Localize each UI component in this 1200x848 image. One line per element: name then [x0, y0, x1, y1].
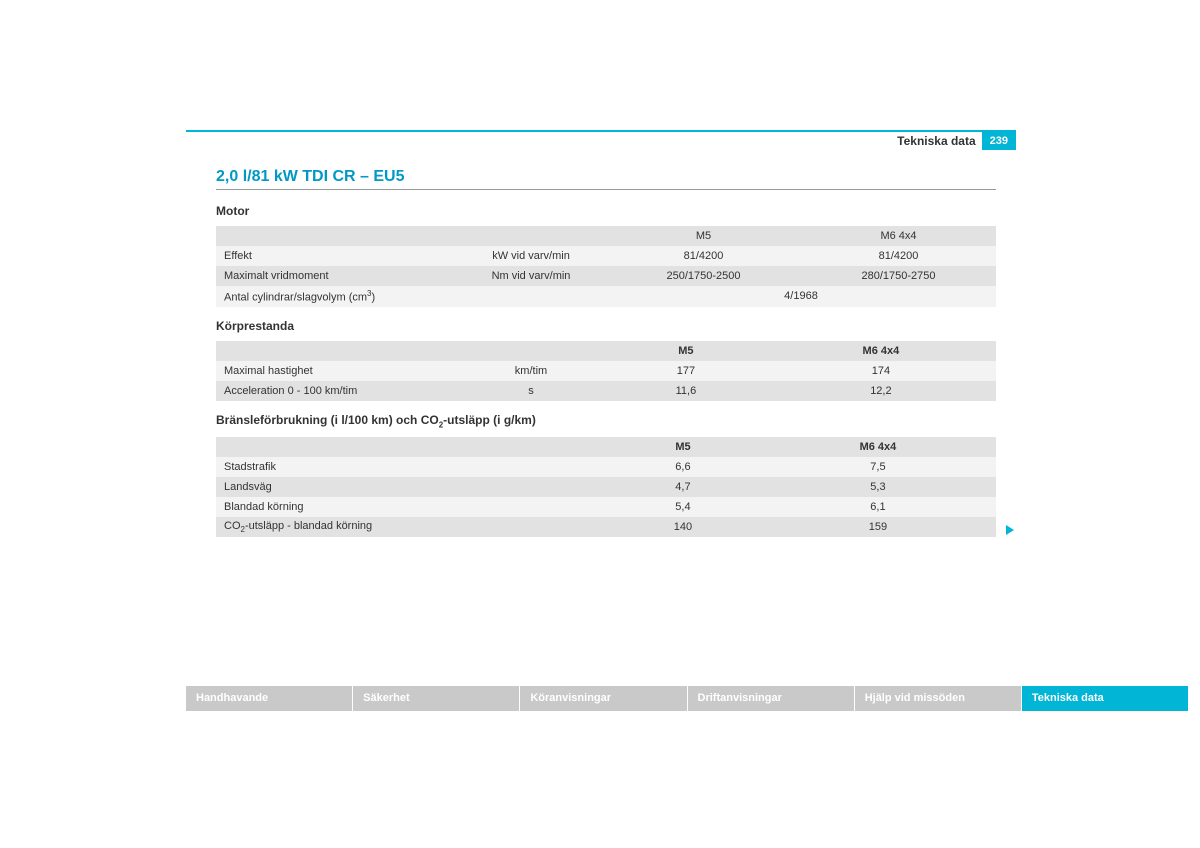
table-row: Maximalt vridmoment Nm vid varv/min 250/… — [216, 266, 996, 286]
table-row: Stadstrafik 6,6 7,5 — [216, 457, 996, 477]
next-page-icon[interactable] — [1006, 525, 1014, 535]
footer-tabs: Handhavande Säkerhet Köranvisningar Drif… — [186, 686, 1188, 711]
page-number: 239 — [982, 132, 1016, 150]
page-header: Tekniska data 239 — [186, 130, 1016, 150]
col-m5: M5 — [606, 341, 766, 361]
motor-title: Motor — [216, 204, 996, 218]
engine-heading: 2,0 l/81 kW TDI CR – EU5 — [216, 168, 996, 190]
tab-sakerhet[interactable]: Säkerhet — [353, 686, 519, 711]
table-row: Maximal hastighet km/tim 177 174 — [216, 361, 996, 381]
motor-table: M5 M6 4x4 Effekt kW vid varv/min 81/4200… — [216, 226, 996, 307]
bransle-table: M5 M6 4x4 Stadstrafik 6,6 7,5 Landsväg 4… — [216, 437, 996, 537]
table-row: Landsväg 4,7 5,3 — [216, 477, 996, 497]
tab-hjalp[interactable]: Hjälp vid missöden — [855, 686, 1021, 711]
table-row: Acceleration 0 - 100 km/tim s 11,6 12,2 — [216, 381, 996, 401]
cylinders-label: Antal cylindrar/slagvolym (cm3) — [216, 286, 456, 307]
col-m6: M6 4x4 — [760, 437, 996, 457]
tab-tekniska-data[interactable]: Tekniska data — [1022, 686, 1188, 711]
table-row: CO2-utsläpp - blandad körning 140 159 — [216, 517, 996, 537]
col-m5: M5 — [606, 226, 801, 246]
section-title: Tekniska data — [897, 134, 975, 148]
tab-driftanvisningar[interactable]: Driftanvisningar — [688, 686, 854, 711]
col-m6: M6 4x4 — [801, 226, 996, 246]
tab-koranvisningar[interactable]: Köranvisningar — [520, 686, 686, 711]
korprestanda-table: M5 M6 4x4 Maximal hastighet km/tim 177 1… — [216, 341, 996, 401]
bransle-title: Bränsleförbrukning (i l/100 km) och CO2-… — [216, 413, 996, 429]
col-m6: M6 4x4 — [766, 341, 996, 361]
table-row: Effekt kW vid varv/min 81/4200 81/4200 — [216, 246, 996, 266]
co2-label: CO2-utsläpp - blandad körning — [216, 517, 456, 537]
tab-handhavande[interactable]: Handhavande — [186, 686, 352, 711]
table-row: Antal cylindrar/slagvolym (cm3) 4/1968 — [216, 286, 996, 307]
page-content: 2,0 l/81 kW TDI CR – EU5 Motor M5 M6 4x4… — [216, 168, 996, 537]
korprestanda-title: Körprestanda — [216, 319, 996, 333]
col-m5: M5 — [606, 437, 760, 457]
table-row: Blandad körning 5,4 6,1 — [216, 497, 996, 517]
